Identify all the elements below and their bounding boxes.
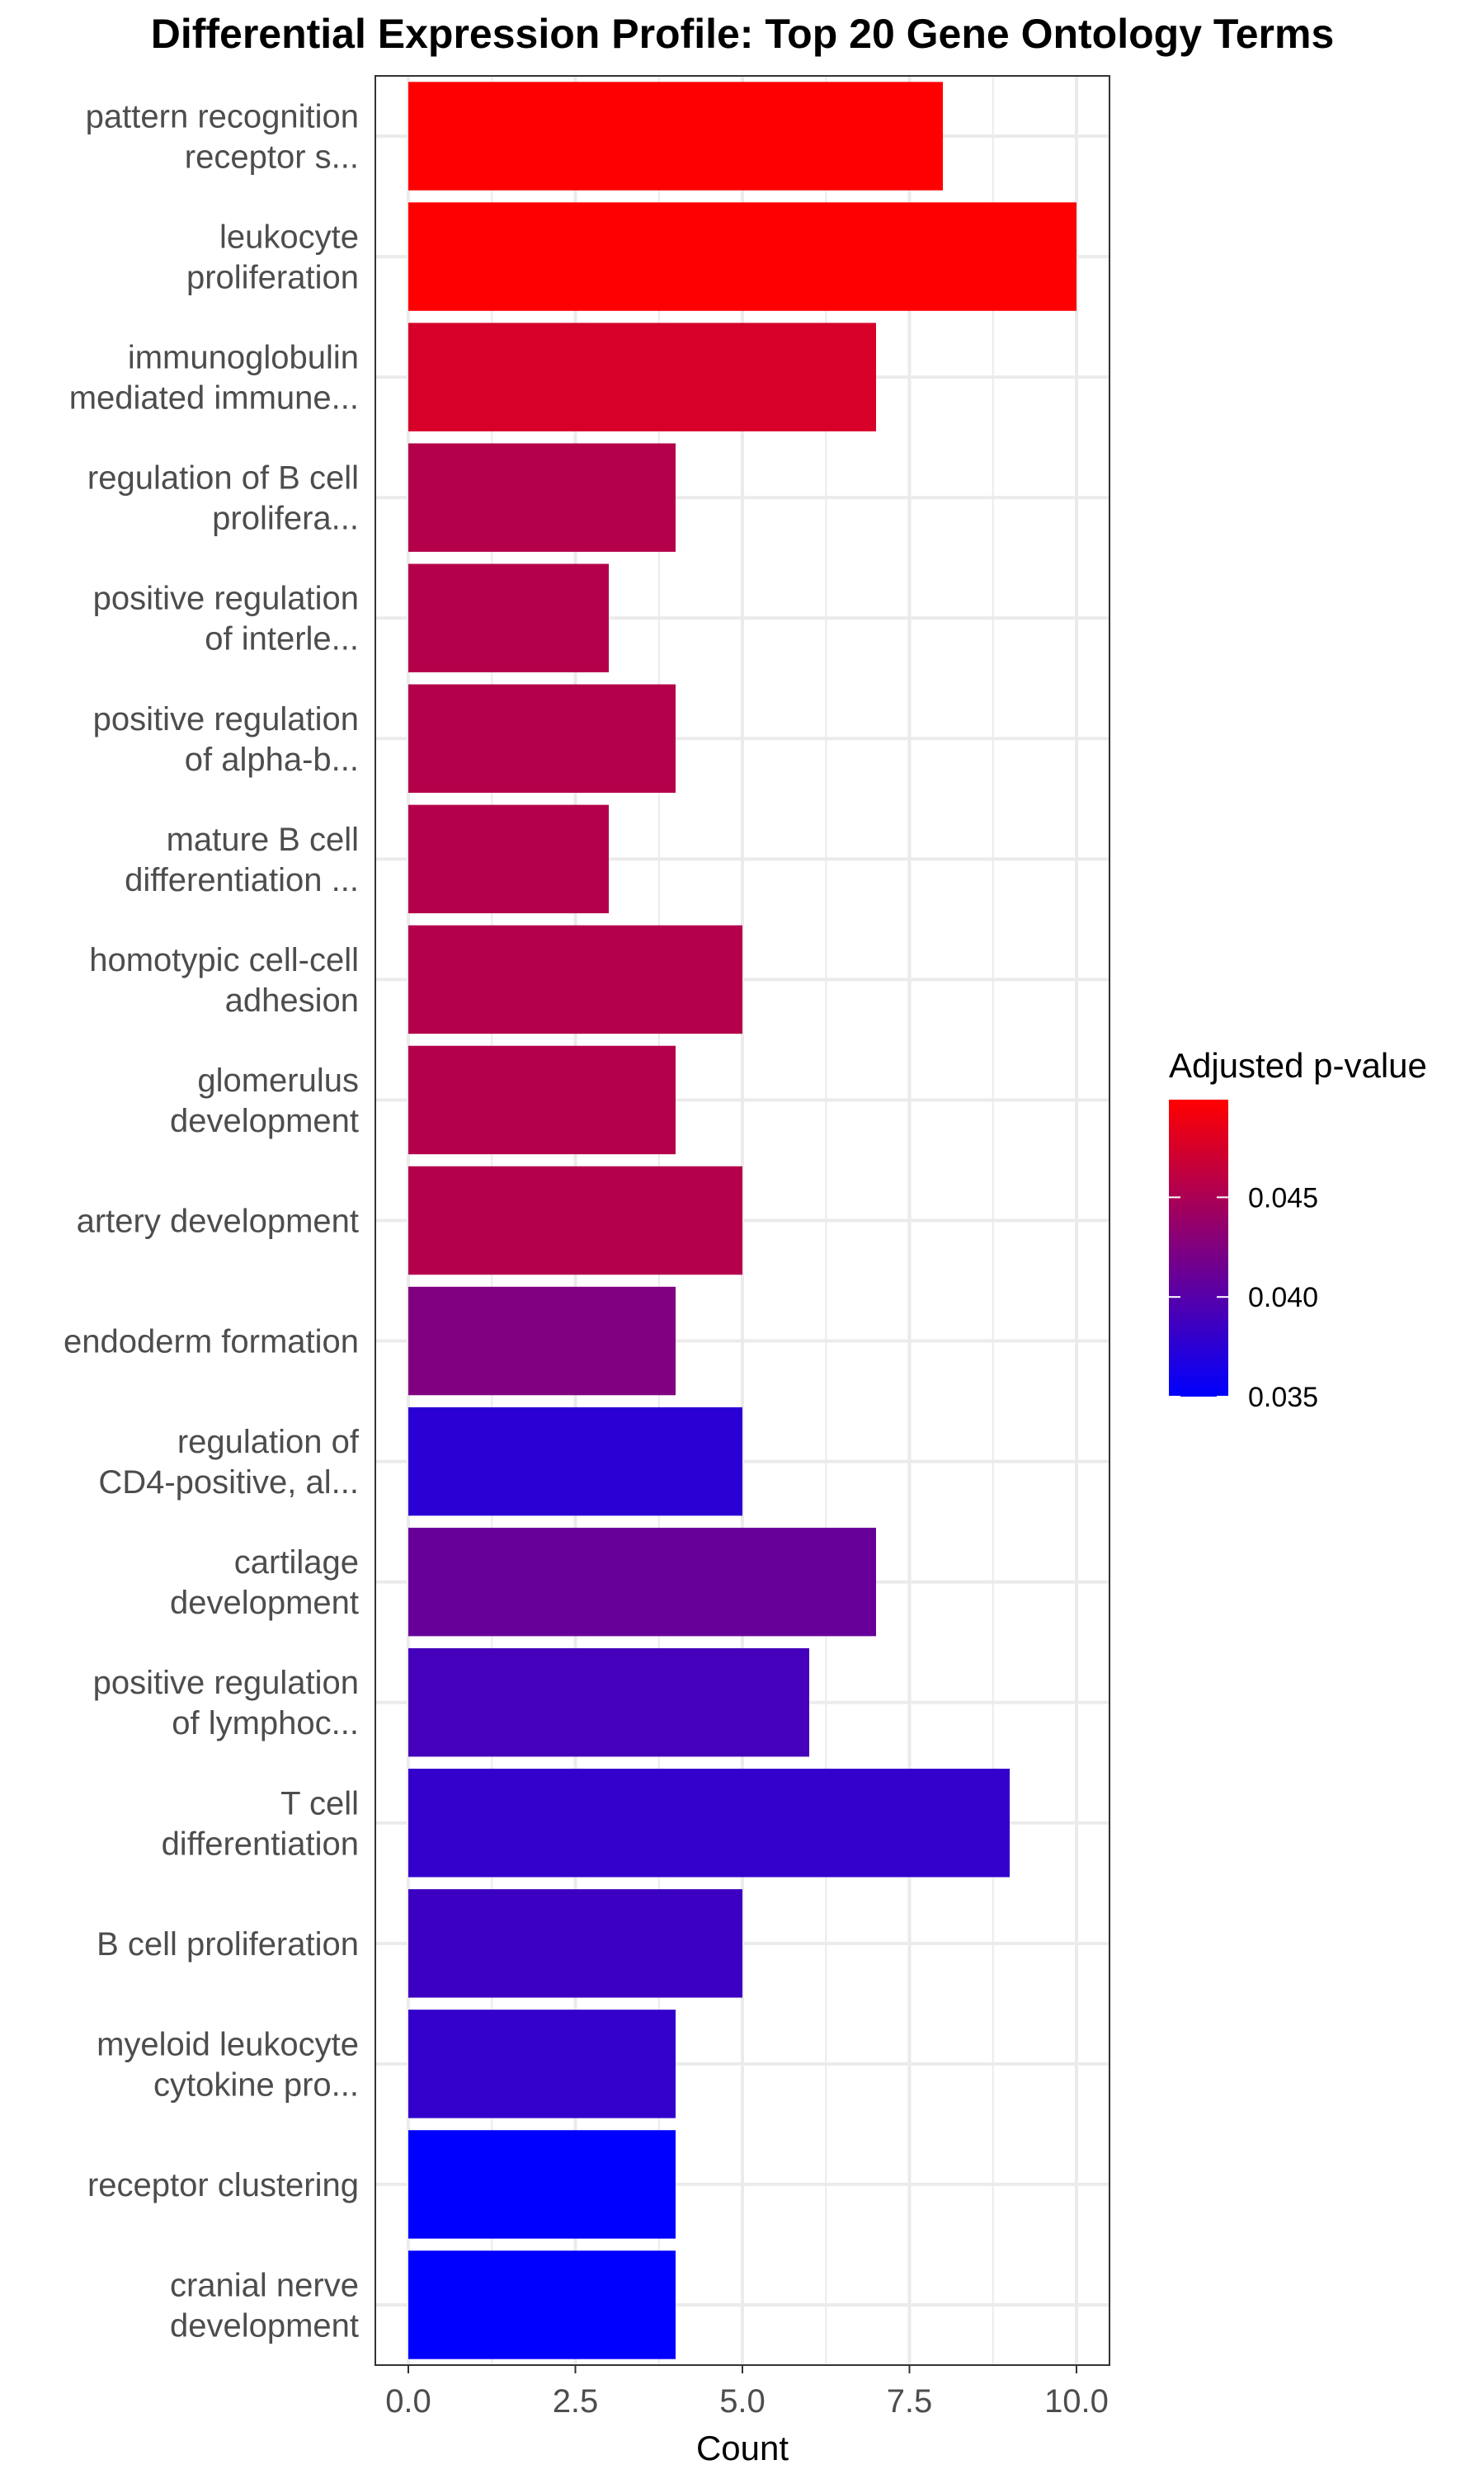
legend-tick-label: 0.045: [1248, 1182, 1318, 1213]
bar: [408, 2130, 676, 2239]
legend: Adjusted p-value 0.045 0.040 0.035: [1169, 1046, 1427, 1413]
bar: [408, 1889, 742, 1998]
y-tick-label: T cell differentiation: [162, 1785, 359, 1862]
legend-ticks: 0.045 0.040 0.035: [1169, 1182, 1318, 1413]
y-tick-label: mature B cell differentiation ...: [125, 822, 359, 898]
y-tick-label: positive regulation of alpha-b...: [93, 701, 359, 778]
y-tick-label: leukocyte proliferation: [186, 219, 359, 296]
y-tick-label: homotypic cell-cell adhesion: [89, 942, 359, 1019]
bar: [408, 2010, 676, 2118]
x-axis-ticks: 0.0 2.5 5.0 7.5 10.0: [385, 2365, 1109, 2420]
bar: [408, 323, 876, 431]
bar: [408, 925, 742, 1034]
y-tick-label: myeloid leukocyte cytokine pro...: [97, 2026, 359, 2103]
y-axis-labels: pattern recognition receptor s... leukocyt…: [64, 99, 360, 2344]
bar: [408, 202, 1076, 311]
bar: [408, 563, 609, 672]
legend-tick-label: 0.040: [1248, 1282, 1318, 1313]
bar: [408, 1769, 1010, 1878]
legend-colorbar: [1169, 1100, 1228, 1397]
bar: [408, 804, 609, 914]
y-tick-label: artery development: [77, 1204, 359, 1240]
bar: [408, 443, 676, 552]
x-tick-label: 0.0: [385, 2383, 431, 2420]
y-tick-label: endoderm formation: [64, 1324, 359, 1360]
y-tick-label: cranial nerve development: [170, 2267, 359, 2344]
y-tick-label: pattern recognition receptor s...: [86, 99, 359, 176]
y-tick-label: positive regulation of interle...: [93, 581, 359, 657]
bar: [408, 1166, 742, 1275]
y-tick-label: receptor clustering: [87, 2167, 359, 2203]
y-tick-label: positive regulation of lymphoc...: [93, 1665, 359, 1741]
bar: [408, 1407, 742, 1516]
bar: [408, 1647, 809, 1757]
x-tick-label: 7.5: [887, 2383, 933, 2420]
bar: [408, 82, 943, 191]
legend-tick-label: 0.035: [1248, 1382, 1318, 1413]
bar: [408, 684, 676, 794]
bar: [408, 1045, 676, 1155]
y-tick-label: B cell proliferation: [97, 1926, 359, 1963]
bar: [408, 2250, 676, 2359]
y-tick-label: regulation of CD4-positive, al...: [98, 1424, 360, 1501]
bar: [408, 1286, 676, 1396]
y-tick-label: immunoglobulin mediated immune...: [69, 340, 359, 417]
y-tick-label: regulation of B cell prolifera...: [87, 460, 359, 537]
x-axis-title: Count: [696, 2429, 789, 2467]
x-tick-label: 10.0: [1044, 2383, 1109, 2420]
x-tick-label: 2.5: [553, 2383, 599, 2420]
y-tick-label: cartilage development: [170, 1544, 359, 1621]
bars: [408, 82, 1076, 2359]
bar: [408, 1527, 876, 1637]
y-tick-label: glomerulus development: [170, 1063, 359, 1139]
legend-title: Adjusted p-value: [1169, 1046, 1427, 1085]
x-tick-label: 5.0: [719, 2383, 766, 2420]
chart-title: Differential Expression Profile: Top 20 …: [151, 11, 1335, 57]
